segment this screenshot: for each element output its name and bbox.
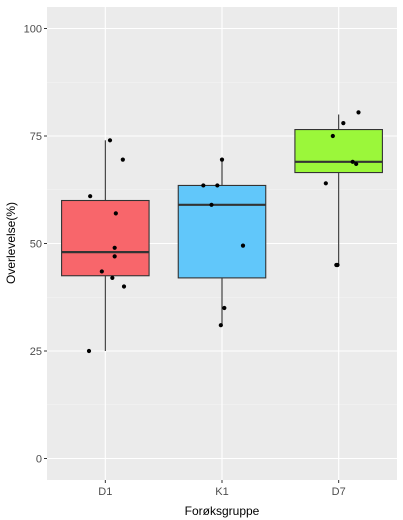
box-d1: [61, 140, 150, 351]
data-point: [218, 323, 223, 328]
data-point: [341, 121, 346, 126]
box-iqr: [294, 129, 383, 174]
box-k1: [177, 159, 267, 326]
x-axis-title: Forøksgruppe: [185, 504, 260, 518]
x-tick-label: D1: [98, 486, 112, 498]
boxes-layer: [61, 114, 383, 351]
data-point: [88, 194, 93, 199]
box-iqr: [177, 184, 267, 279]
data-point: [107, 138, 113, 143]
data-point: [86, 348, 92, 354]
box-iqr: [61, 199, 150, 277]
data-point: [112, 245, 117, 250]
data-point: [330, 133, 335, 139]
data-point: [335, 262, 340, 268]
data-point: [113, 211, 118, 216]
y-tick-label: 50: [30, 239, 42, 251]
x-tick-label: K1: [215, 486, 228, 498]
jitter-points-layer: [86, 110, 361, 354]
data-point: [209, 202, 214, 207]
data-point: [323, 181, 328, 186]
data-point: [219, 157, 225, 162]
y-tick-label: 0: [36, 454, 42, 466]
data-point: [110, 275, 115, 280]
data-point: [112, 254, 117, 259]
data-point: [350, 159, 355, 164]
data-point: [222, 305, 227, 311]
data-point: [215, 183, 220, 188]
data-point: [201, 183, 206, 188]
y-tick-label: 100: [24, 24, 42, 36]
box-d7: [294, 114, 383, 265]
data-point: [354, 161, 359, 167]
x-axis: D1 K1 D7: [98, 480, 346, 498]
y-axis-title: Overlevelse(%): [4, 202, 18, 284]
data-point: [99, 269, 104, 274]
y-tick-label: 75: [30, 131, 42, 143]
data-point: [240, 243, 246, 248]
y-axis: 0 25 50 75 100: [24, 24, 47, 466]
data-point: [120, 157, 125, 162]
data-point: [121, 284, 127, 289]
x-tick-label: D7: [332, 486, 346, 498]
data-point: [356, 110, 361, 115]
y-tick-label: 25: [30, 346, 42, 358]
